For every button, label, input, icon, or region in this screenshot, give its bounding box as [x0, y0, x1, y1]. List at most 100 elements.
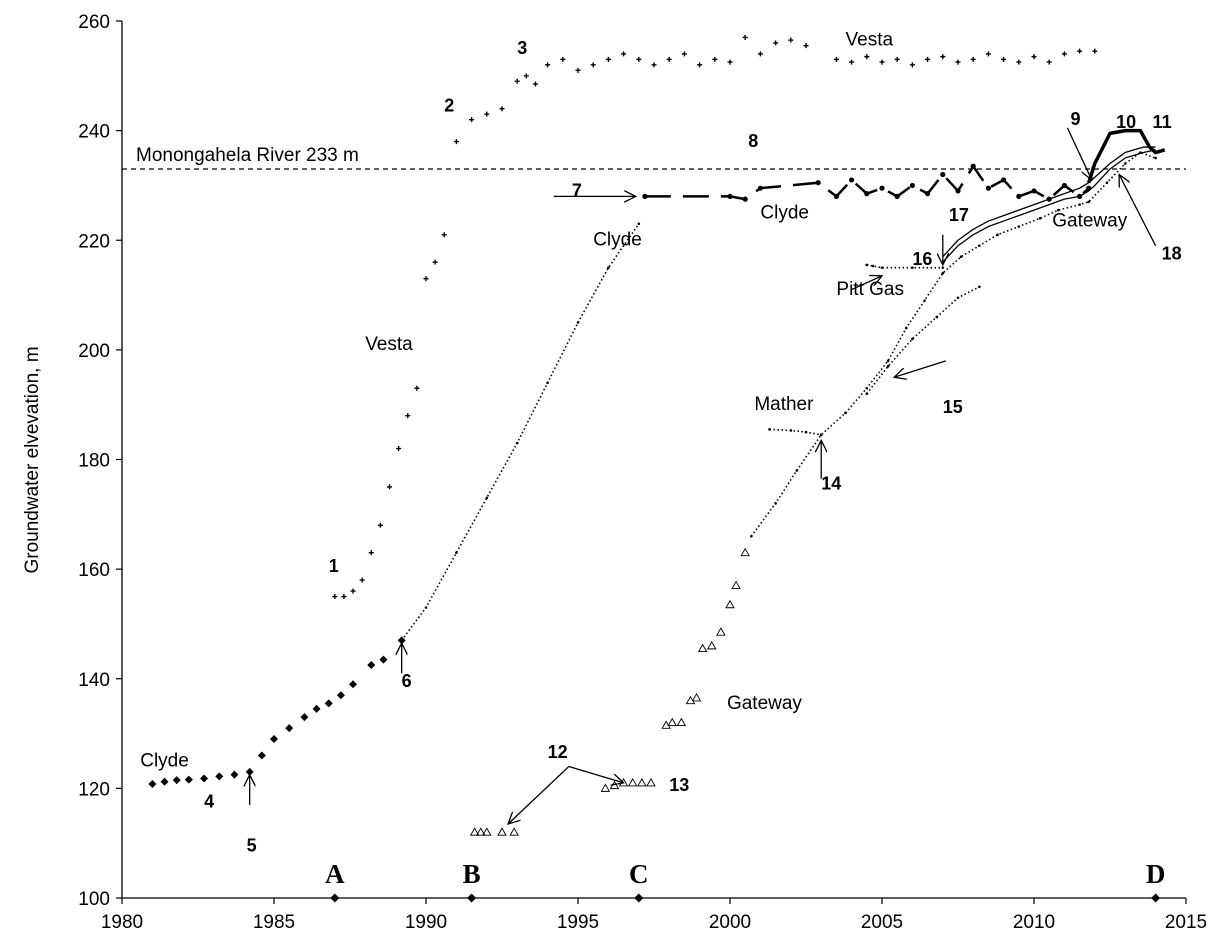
data-point — [642, 193, 648, 199]
data-point — [742, 196, 748, 202]
series-unnamed-9 — [942, 149, 1156, 263]
series-path — [866, 264, 943, 269]
data-point — [1092, 48, 1098, 54]
callout-number: 11 — [1153, 112, 1172, 132]
series-gateway-5 — [749, 151, 1157, 538]
data-point — [1001, 177, 1007, 183]
data-point — [731, 580, 741, 590]
annotation-arrow — [1066, 127, 1091, 180]
data-point — [605, 56, 611, 62]
data-point — [1078, 203, 1081, 206]
data-point — [424, 606, 428, 609]
data-point — [414, 385, 420, 391]
x-tick-label: 2015 — [1165, 912, 1207, 933]
data-point — [1105, 181, 1109, 184]
data-point — [935, 315, 939, 319]
data-point — [1017, 225, 1021, 228]
series-path — [942, 146, 1156, 258]
series-clyde-2 — [642, 163, 1092, 202]
data-point — [230, 770, 239, 779]
data-point — [909, 62, 915, 68]
annotation-arrow — [1119, 174, 1157, 247]
annotation-arrow — [568, 765, 624, 782]
data-point — [864, 191, 870, 197]
series-gateway-4 — [469, 547, 750, 836]
data-point — [455, 551, 458, 554]
data-point — [336, 691, 345, 700]
data-point — [940, 54, 946, 60]
data-point — [681, 51, 687, 57]
data-point — [925, 191, 931, 197]
data-point — [819, 433, 823, 437]
data-point — [312, 704, 321, 713]
data-point — [886, 365, 890, 368]
data-point — [482, 827, 492, 836]
data-point — [941, 271, 945, 275]
data-point — [349, 680, 358, 689]
data-point — [886, 359, 890, 363]
data-point — [160, 777, 169, 786]
x-tick-label: 1995 — [557, 912, 599, 933]
data-point — [1061, 51, 1067, 57]
callout-number: 18 — [1162, 243, 1182, 263]
data-point — [871, 264, 875, 268]
data-point — [833, 56, 839, 62]
annotation-arrow — [851, 276, 882, 291]
callout-number: 12 — [548, 742, 568, 762]
data-point — [576, 321, 580, 324]
data-point — [545, 62, 551, 68]
data-point — [379, 655, 388, 664]
well-label: Clyde — [760, 202, 809, 223]
data-point — [716, 627, 726, 636]
well-label: Vesta — [365, 334, 413, 355]
data-point — [894, 56, 900, 62]
data-point — [773, 40, 779, 46]
callout-number: 15 — [943, 397, 963, 417]
data-point — [432, 259, 438, 265]
data-point — [985, 51, 991, 57]
data-point — [172, 776, 181, 785]
callout-number: 1 — [329, 556, 339, 576]
data-point — [955, 59, 961, 65]
well-label: Gateway — [727, 693, 802, 714]
series-mather-6 — [768, 428, 823, 437]
data-point — [977, 285, 981, 289]
callout-number: 17 — [949, 205, 969, 225]
y-tick-label: 120 — [78, 779, 110, 800]
data-point — [788, 37, 794, 43]
data-point — [609, 780, 620, 790]
well-label: Clyde — [140, 750, 189, 771]
data-point — [523, 73, 529, 79]
data-point — [697, 643, 708, 653]
data-point — [387, 484, 393, 490]
data-point — [485, 496, 489, 500]
data-point — [911, 337, 914, 341]
data-point — [691, 693, 702, 702]
callout-number: 2 — [444, 95, 454, 115]
data-point — [940, 171, 946, 178]
y-tick-label: 200 — [78, 341, 110, 362]
data-point — [324, 699, 333, 708]
data-point — [405, 413, 411, 419]
data-point — [879, 59, 885, 65]
data-point — [864, 54, 870, 60]
data-point — [996, 233, 999, 237]
data-point — [725, 599, 735, 609]
data-point — [484, 111, 490, 117]
series-unnamed-8 — [865, 285, 981, 396]
data-point — [636, 56, 642, 62]
data-point — [1154, 156, 1157, 160]
data-point — [651, 62, 657, 68]
data-point — [768, 428, 771, 431]
data-point — [497, 827, 507, 836]
data-point — [1087, 200, 1091, 204]
callout-number: 5 — [247, 835, 257, 855]
data-point — [400, 639, 403, 642]
data-point — [148, 779, 157, 788]
data-point — [667, 717, 678, 727]
data-point — [911, 266, 914, 269]
y-tick-label: 140 — [78, 670, 110, 691]
data-point — [1031, 54, 1037, 60]
data-point — [1061, 182, 1067, 189]
data-point — [844, 411, 847, 415]
